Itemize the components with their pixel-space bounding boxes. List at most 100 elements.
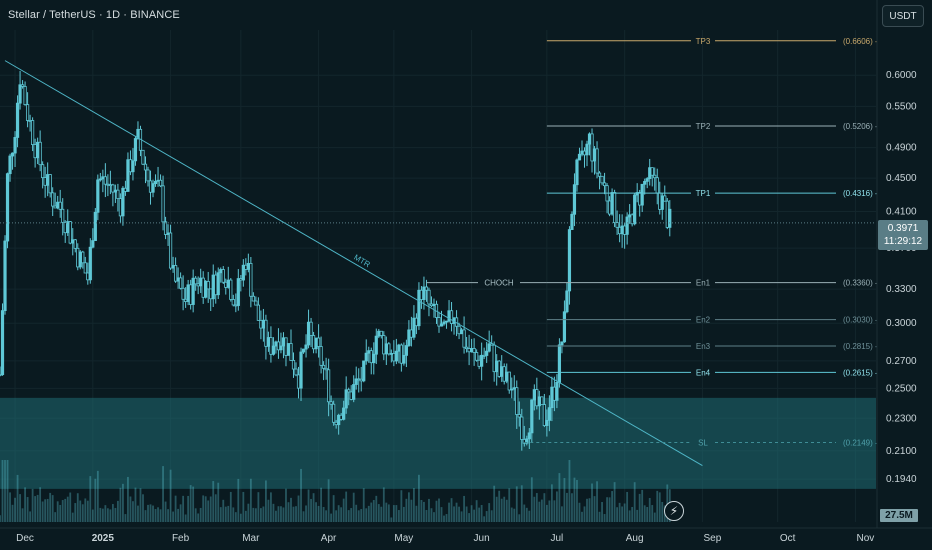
candle-body xyxy=(153,180,158,184)
volume-bar xyxy=(204,496,207,522)
volume-bar xyxy=(234,512,237,522)
volume-bar xyxy=(99,507,102,522)
volume-bar xyxy=(490,510,493,522)
flash-icon[interactable]: ⚡ xyxy=(664,501,684,521)
candle-body xyxy=(663,195,667,202)
volume-bar xyxy=(134,487,137,522)
volume-bar xyxy=(219,507,222,522)
candle-body xyxy=(349,391,353,400)
volume-bar xyxy=(428,498,430,522)
candle-body xyxy=(254,300,258,306)
candle-body xyxy=(316,337,321,347)
volume-bar xyxy=(370,502,373,522)
candle-body xyxy=(128,159,133,173)
volume-bar xyxy=(327,479,330,522)
candle-body xyxy=(620,225,624,235)
candle-body xyxy=(437,317,441,327)
candle-body xyxy=(367,350,371,354)
volume-bar xyxy=(222,499,225,522)
y-tick-label: 0.6000 xyxy=(886,70,917,81)
candle-body xyxy=(482,354,486,357)
candle-body xyxy=(322,364,326,369)
volume-bar xyxy=(129,496,132,522)
volume-bar xyxy=(621,506,624,522)
candle-body xyxy=(339,414,343,420)
volume-bar xyxy=(59,504,62,522)
volume-bar xyxy=(154,509,157,522)
volume-bar xyxy=(224,506,227,522)
volume-bar xyxy=(46,498,49,522)
volume-bar xyxy=(613,482,616,522)
chart-title: Stellar / TetherUS · 1D · BINANCE xyxy=(8,9,180,21)
candle-body xyxy=(562,311,567,343)
volume-bar xyxy=(0,515,1,522)
candle-body xyxy=(274,341,278,347)
volume-bar xyxy=(553,500,556,522)
candle-body xyxy=(645,178,649,182)
candle-body xyxy=(299,351,303,389)
candle-body xyxy=(123,187,128,192)
candle-body xyxy=(595,148,599,174)
volume-label: 27.5M xyxy=(880,509,918,522)
volume-bar xyxy=(232,507,235,522)
x-tick-label: Jun xyxy=(474,533,490,544)
volume-bar xyxy=(137,505,139,522)
candle-body xyxy=(660,195,664,210)
volume-bar xyxy=(445,514,448,522)
volume-bar xyxy=(345,491,348,522)
level-value-tp3: (0.6606) - xyxy=(843,37,878,46)
volume-bar xyxy=(653,512,656,522)
candle-body xyxy=(394,350,398,362)
candle-body xyxy=(294,368,298,376)
candle-body xyxy=(284,337,288,356)
candle-body xyxy=(472,348,476,353)
volume-bar xyxy=(174,495,177,522)
volume-bar xyxy=(525,507,528,522)
volume-bar xyxy=(61,500,64,522)
volume-bar xyxy=(217,482,220,522)
candle-body xyxy=(364,352,368,362)
volume-bar xyxy=(9,492,11,522)
trendline-mtr xyxy=(4,60,703,467)
candle-body xyxy=(387,343,391,355)
volume-bar xyxy=(578,502,581,522)
volume-bar xyxy=(385,502,388,522)
candle-body xyxy=(168,232,173,269)
x-tick-label: Jul xyxy=(550,533,563,544)
volume-bar xyxy=(550,484,553,522)
candle-body xyxy=(73,239,77,249)
candle-body xyxy=(552,386,556,401)
candle-body xyxy=(269,337,273,355)
volume-bar xyxy=(433,512,435,522)
candle-body xyxy=(83,262,87,274)
candle-body xyxy=(20,84,25,87)
candle-body xyxy=(497,360,501,377)
currency-button[interactable]: USDT xyxy=(882,5,924,27)
volume-bar xyxy=(119,487,122,522)
candle-body xyxy=(502,366,506,382)
candle-body xyxy=(404,345,408,356)
candle-body xyxy=(78,251,82,268)
volume-bar xyxy=(566,492,568,522)
x-tick-label: 2025 xyxy=(92,533,115,544)
volume-bar xyxy=(26,497,29,522)
candle-body xyxy=(211,274,215,300)
volume-bar xyxy=(122,483,124,522)
volume-bar xyxy=(197,513,200,522)
candle-body xyxy=(625,216,629,235)
volume-bar xyxy=(470,505,473,522)
candle-body xyxy=(555,381,559,401)
candle-body xyxy=(467,348,471,353)
volume-bar xyxy=(167,509,169,522)
volume-bar xyxy=(593,496,596,522)
volume-bar xyxy=(64,498,67,522)
volume-bar xyxy=(601,502,603,522)
volume-bar xyxy=(310,498,312,522)
volume-bar xyxy=(380,506,383,522)
volume-bar xyxy=(192,486,195,522)
candle-body xyxy=(179,277,183,289)
candle-body xyxy=(91,240,95,248)
volume-bar xyxy=(257,492,260,522)
